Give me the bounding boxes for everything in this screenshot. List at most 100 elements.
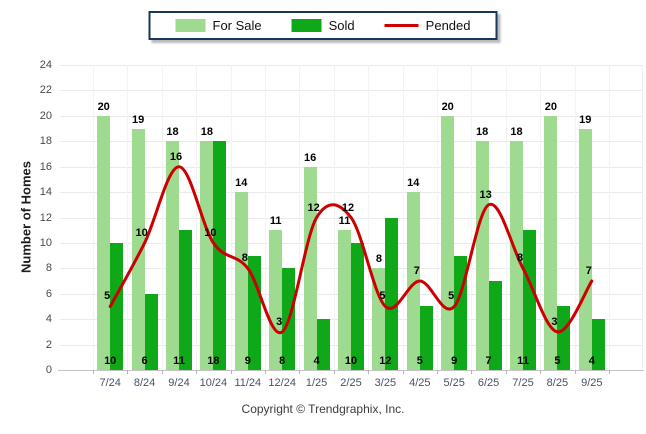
bar-sold: [247, 255, 261, 370]
x-axis-tick: [574, 370, 576, 374]
x-gridline: [265, 65, 266, 370]
for-sale-swatch-icon: [175, 19, 206, 32]
bar-for-sale: [338, 230, 351, 370]
legend-label-pended: Pended: [425, 18, 471, 33]
x-gridline: [299, 65, 301, 370]
y-gridline: [60, 115, 642, 117]
y-tick-label: 16: [39, 160, 52, 173]
bar-sold: [144, 293, 158, 370]
x-gridline: [609, 65, 610, 370]
bar-sold: [419, 306, 433, 370]
bar-sold: [110, 242, 124, 370]
bar-for-sale: [303, 166, 317, 370]
x-gridline: [471, 65, 473, 370]
y-gridline: [60, 141, 642, 143]
bar-for-sale: [97, 115, 111, 370]
legend-item-for-sale: For Sale: [175, 18, 262, 33]
x-gridline: [333, 65, 335, 370]
x-gridline: [505, 65, 507, 370]
bar-for-sale: [234, 192, 248, 370]
pended-line-swatch-icon: [384, 24, 419, 27]
bar-for-sale: [166, 141, 179, 370]
y-tick-label: 14: [39, 186, 52, 199]
y-tick-label: 2: [45, 338, 52, 351]
x-axis-tick: [93, 370, 94, 374]
x-axis-tick: [161, 370, 163, 374]
x-gridline: [642, 65, 643, 370]
legend-item-pended: Pended: [384, 18, 471, 33]
y-tick-label: 0: [45, 364, 52, 376]
y-tick-label: 18: [39, 135, 52, 148]
bar-sold: [591, 319, 605, 370]
x-axis-tick: [299, 370, 301, 374]
x-gridline: [574, 65, 576, 370]
y-gridline: [60, 65, 642, 66]
x-axis-tick: [127, 370, 129, 374]
y-tick-label: 12: [39, 211, 52, 224]
bar-for-sale: [131, 128, 145, 370]
x-axis-tick: [540, 370, 542, 374]
x-gridline: [402, 65, 404, 370]
x-gridline: [93, 65, 94, 370]
bar-sold: [179, 230, 192, 370]
bar-for-sale: [510, 141, 523, 370]
bar-sold: [488, 281, 502, 370]
x-axis-tick: [471, 370, 473, 374]
x-axis-month-label: 9/24: [168, 377, 190, 389]
x-axis-month-label: 6/25: [477, 377, 500, 389]
bar-sold: [385, 217, 399, 370]
x-gridline: [230, 65, 232, 370]
x-axis-month-label: 8/24: [133, 377, 156, 389]
y-tick-label: 22: [39, 84, 52, 97]
copyright-text: Copyright © Trendgraphix, Inc.: [241, 402, 405, 416]
bar-sold: [282, 268, 296, 370]
x-axis-month-label: 9/25: [581, 377, 603, 389]
x-axis-line: [58, 370, 644, 371]
y-tick-label: 6: [45, 287, 52, 300]
bar-for-sale: [578, 128, 592, 370]
x-axis-month-label: 3/25: [374, 377, 397, 389]
legend: For Sale Sold Pended: [148, 11, 498, 40]
x-axis-month-label: 11/24: [234, 377, 262, 389]
y-tick-label: 4: [45, 313, 52, 326]
legend-label-sold: Sold: [328, 18, 355, 33]
x-gridline: [196, 65, 198, 370]
bar-for-sale: [406, 192, 420, 370]
bar-sold: [454, 255, 468, 370]
x-axis-month-label: 1/25: [305, 377, 328, 389]
x-axis-tick: [333, 370, 335, 374]
bar-sold: [351, 242, 364, 370]
x-axis-tick: [196, 370, 198, 374]
x-axis-tick: [437, 370, 438, 374]
bar-for-sale: [475, 141, 489, 370]
bar-sold: [316, 319, 330, 370]
x-axis-month-label: 10/24: [199, 377, 228, 389]
y-tick-label: 20: [39, 109, 52, 122]
bar-sold: [213, 141, 227, 370]
x-axis-month-label: 2/25: [340, 377, 362, 389]
y-tick-label: 10: [39, 236, 52, 249]
bar-sold: [523, 230, 536, 370]
x-axis-tick: [505, 370, 507, 374]
x-axis-month-label: 8/25: [546, 377, 569, 389]
x-axis-tick: [265, 370, 266, 374]
legend-item-sold: Sold: [291, 18, 355, 33]
y-gridline: [60, 90, 642, 92]
bar-for-sale: [372, 268, 386, 370]
x-axis-tick: [230, 370, 232, 374]
x-axis-month-label: 4/25: [409, 377, 431, 389]
x-gridline: [368, 65, 370, 370]
bar-for-sale: [441, 115, 455, 370]
x-axis-month-label: 7/25: [512, 377, 534, 389]
x-gridline: [437, 65, 438, 370]
x-axis-tick: [368, 370, 370, 374]
bar-for-sale: [544, 115, 558, 370]
sold-swatch-icon: [291, 19, 322, 32]
x-axis-tick: [609, 370, 610, 374]
bar-sold: [557, 306, 571, 370]
x-axis-month-label: 5/25: [443, 377, 465, 389]
x-gridline: [540, 65, 542, 370]
x-axis-month-label: 7/24: [99, 377, 121, 389]
